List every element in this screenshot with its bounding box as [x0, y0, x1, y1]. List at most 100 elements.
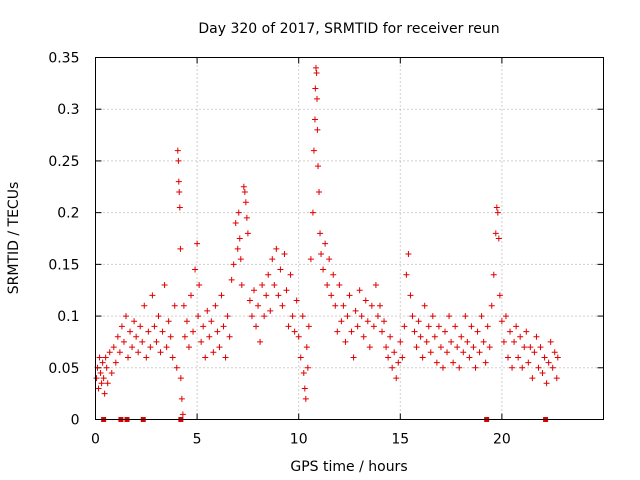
- x-tick-label: 20: [493, 432, 511, 448]
- data-point: [311, 116, 318, 123]
- data-point: [421, 302, 428, 309]
- data-point: [547, 338, 554, 345]
- data-point: [492, 230, 499, 237]
- data-point: [403, 271, 410, 278]
- data-point: [218, 292, 225, 299]
- data-point: [350, 354, 357, 361]
- data-point: [267, 307, 274, 314]
- data-point: [523, 328, 530, 335]
- data-point: [307, 256, 314, 263]
- data-point: [313, 70, 320, 77]
- y-axis-label: SRMTID / TECUs: [6, 182, 22, 295]
- data-point: [235, 209, 242, 216]
- data-point: [122, 313, 129, 320]
- data-point: [174, 147, 181, 154]
- data-point: [313, 95, 320, 102]
- data-point: [543, 380, 550, 387]
- data-point: [173, 364, 180, 371]
- data-point: [226, 333, 233, 340]
- data-point: [216, 344, 223, 351]
- data-point: [112, 359, 119, 366]
- data-point: [397, 338, 404, 345]
- data-point: [110, 344, 117, 351]
- data-point: [495, 235, 502, 242]
- data-point: [287, 271, 294, 278]
- data-point: [316, 188, 323, 195]
- data-point: [314, 126, 321, 133]
- data-point: [250, 287, 257, 294]
- data-point: [102, 354, 109, 361]
- data-point: [464, 338, 471, 345]
- data-point: [317, 230, 324, 237]
- data-point: [488, 302, 495, 309]
- data-point: [293, 297, 300, 304]
- data-point: [468, 323, 475, 330]
- data-point: [255, 302, 262, 309]
- data-point: [401, 323, 408, 330]
- data-point: [179, 411, 186, 418]
- data-point: [315, 163, 322, 170]
- data-point: [364, 318, 371, 325]
- data-point: [301, 385, 308, 392]
- data-point: [177, 375, 184, 382]
- data-point: [127, 328, 134, 335]
- data-point: [277, 266, 284, 273]
- y-tick-label: 0.35: [48, 51, 79, 67]
- data-point: [395, 359, 402, 366]
- data-point: [470, 344, 477, 351]
- data-point: [103, 364, 110, 371]
- data-point: [356, 287, 363, 294]
- data-point: [419, 354, 426, 361]
- data-point: [234, 245, 241, 252]
- data-point: [513, 323, 520, 330]
- data-point: [425, 323, 432, 330]
- data-point: [100, 375, 107, 382]
- data-point: [238, 282, 245, 289]
- data-point: [452, 323, 459, 330]
- data-point: [399, 354, 406, 361]
- data-point: [171, 302, 178, 309]
- data-point: [328, 292, 335, 299]
- data-point: [405, 251, 412, 258]
- data-point: [279, 302, 286, 309]
- data-point: [381, 318, 388, 325]
- data-point: [246, 297, 253, 304]
- data-point: [269, 256, 276, 263]
- data-point: [498, 318, 505, 325]
- data-point: [204, 307, 211, 314]
- data-point: [324, 282, 331, 289]
- data-point: [482, 359, 489, 366]
- data-point: [348, 328, 355, 335]
- data-point: [439, 364, 446, 371]
- data-point: [370, 323, 377, 330]
- data-point: [431, 333, 438, 340]
- data-point: [494, 209, 501, 216]
- axis-ticks: 0 5 10 15 20 0 0.05 0.1 0.15 0.2 0.25 0.3 0.35: [48, 51, 604, 448]
- data-point: [509, 364, 516, 371]
- data-point: [379, 328, 386, 335]
- data-point: [133, 333, 140, 340]
- data-point: [549, 364, 556, 371]
- data-point: [312, 85, 319, 92]
- data-point: [484, 323, 491, 330]
- data-point: [161, 282, 168, 289]
- data-points: [93, 64, 561, 422]
- data-point: [222, 354, 229, 361]
- data-point: [427, 349, 434, 356]
- data-point: [340, 302, 347, 309]
- data-point: [519, 364, 526, 371]
- data-point: [237, 256, 244, 263]
- data-point: [214, 328, 221, 335]
- data-point: [120, 338, 127, 345]
- data-point: [545, 359, 552, 366]
- data-point: [210, 349, 217, 356]
- data-point: [504, 354, 511, 361]
- data-point: [305, 323, 312, 330]
- data-point: [553, 375, 560, 382]
- data-point: [297, 354, 304, 361]
- data-point: [289, 313, 296, 320]
- data-point: [224, 313, 231, 320]
- data-point: [180, 302, 187, 309]
- plot-frame: [95, 57, 604, 420]
- data-point: [212, 302, 219, 309]
